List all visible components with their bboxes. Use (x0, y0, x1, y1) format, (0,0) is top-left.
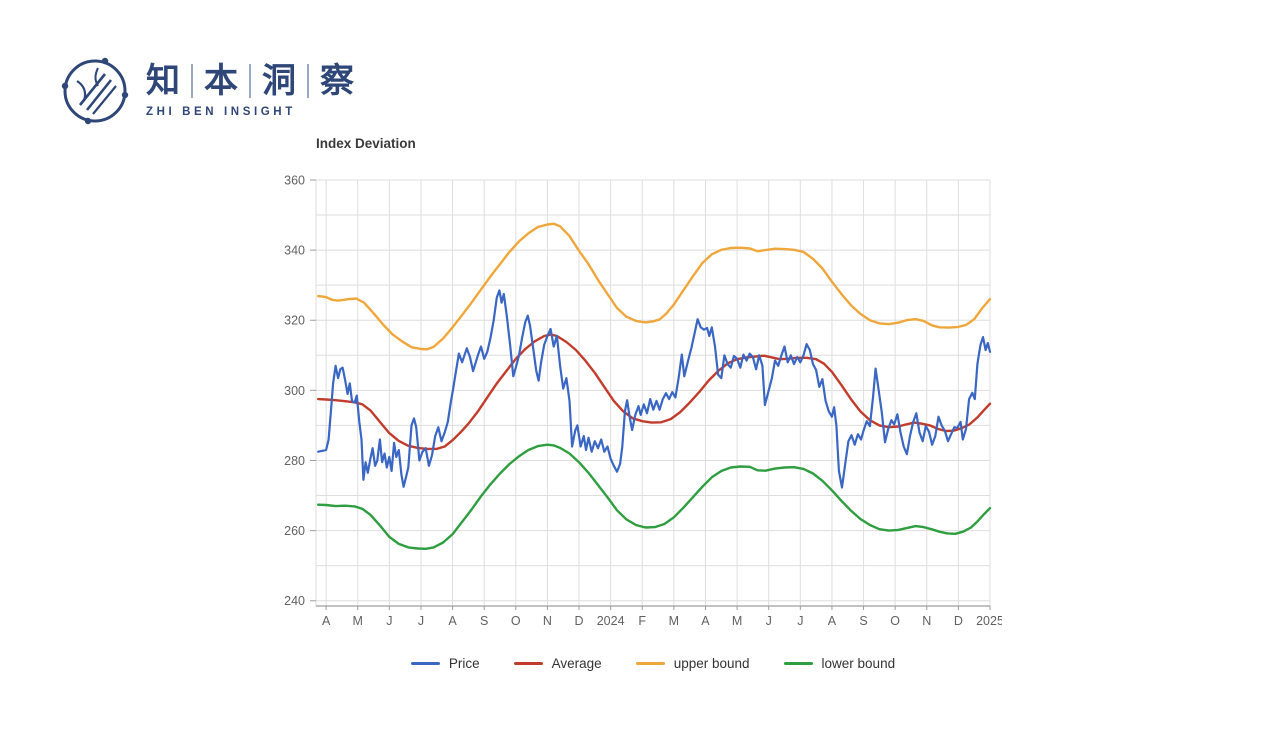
x-tick-label: D (575, 614, 584, 628)
average-legend-swatch (513, 662, 543, 665)
price-legend-swatch (410, 662, 440, 665)
y-tick-label: 360 (284, 174, 305, 188)
x-tick-label: J (418, 614, 424, 628)
x-tick-label: M (732, 614, 742, 628)
brand-cn-char: 察 (307, 64, 354, 98)
legend-item-average: Average (513, 656, 602, 671)
chart-title: Index Deviation (316, 136, 416, 151)
x-tick-label: N (543, 614, 552, 628)
x-tick-label: O (890, 614, 900, 628)
legend-label: lower bound (821, 656, 896, 671)
brand-cn-char: 洞 (249, 64, 296, 98)
x-tick-label: A (448, 614, 457, 628)
y-tick-label: 340 (284, 244, 305, 258)
average-line (317, 333, 992, 451)
y-tick-label: 240 (284, 594, 305, 608)
x-tick-label: S (480, 614, 488, 628)
legend-item-upper-bound: upper bound (635, 656, 750, 671)
legend-item-lower-bound: lower bound (783, 656, 896, 671)
x-tick-label: M (353, 614, 363, 628)
x-tick-label: J (766, 614, 772, 628)
chart-svg: A M J J A S O N D 2024 F M A M J J A S O N D 2025 240 260 280 300… (284, 174, 1002, 629)
brand-name-en: ZHI BEN INSIGHT (146, 106, 296, 118)
x-tick-label: N (922, 614, 931, 628)
legend-item-price: Price (410, 656, 480, 671)
chart-legend: Price Average upper bound lower bound (316, 656, 990, 671)
brand-cn-char: 知 (146, 62, 180, 100)
x-tick-label: A (828, 614, 837, 628)
brand-cn-char: 本 (191, 64, 238, 98)
upper-bound-legend-swatch (635, 662, 665, 665)
legend-label: upper bound (673, 656, 750, 671)
y-tick-label: 260 (284, 524, 305, 538)
legend-label: Price (448, 656, 480, 671)
y-tick-label: 320 (284, 314, 305, 328)
lower-bound-legend-swatch (783, 662, 813, 665)
x-tick-label: O (511, 614, 521, 628)
x-tick-label: 2025 (976, 614, 1002, 628)
x-tick-label: A (322, 614, 331, 628)
index-deviation-chart: Index Deviation A M J J A S O N D 2024 F M A M J J A S O N D… (262, 118, 1002, 718)
y-tick-label: 300 (284, 384, 305, 398)
price-line (317, 289, 992, 489)
legend-label: Average (551, 656, 602, 671)
x-tick-label: A (701, 614, 710, 628)
y-tick-label: 280 (284, 454, 305, 468)
x-tick-label: D (954, 614, 963, 628)
brand-name-cn: 知 本 洞 察 (146, 64, 354, 98)
upper-bound-line (317, 222, 992, 351)
lower-bound-line (317, 443, 992, 550)
brand-logo: 知 本 洞 察 ZHI BEN INSIGHT (60, 56, 354, 126)
x-tick-label: F (638, 614, 646, 628)
brand-text: 知 本 洞 察 ZHI BEN INSIGHT (146, 56, 354, 118)
x-tick-label: J (797, 614, 803, 628)
x-tick-label: 2024 (597, 614, 625, 628)
x-tick-label: J (386, 614, 392, 628)
logo-icon (61, 57, 129, 125)
x-tick-label: S (859, 614, 867, 628)
x-tick-label: M (669, 614, 679, 628)
